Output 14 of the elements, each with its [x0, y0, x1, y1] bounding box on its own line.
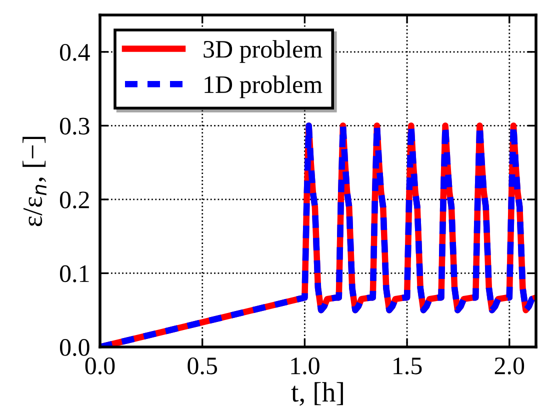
- y-axis-title: ε/ε$_{n}$, [−]: [22, 136, 46, 226]
- y-tick-label: 0.0: [60, 339, 90, 356]
- x-tick-label: 2.0: [494, 357, 524, 374]
- y-tick-label: 0.3: [60, 118, 90, 135]
- x-axis-title: t, [h]: [291, 382, 343, 406]
- y-tick-label: 0.4: [60, 44, 90, 61]
- x-tick-label: 0.5: [188, 357, 217, 374]
- legend-label: 1D problem: [204, 75, 322, 98]
- y-tick-label: 0.2: [60, 191, 89, 208]
- y-tick-label: 0.1: [60, 265, 89, 282]
- legend-label: 3D problem: [204, 40, 322, 63]
- x-tick-label: 1.0: [291, 357, 320, 374]
- x-tick-label: 1.5: [394, 358, 422, 374]
- x-tick-label: 0.0: [85, 357, 115, 374]
